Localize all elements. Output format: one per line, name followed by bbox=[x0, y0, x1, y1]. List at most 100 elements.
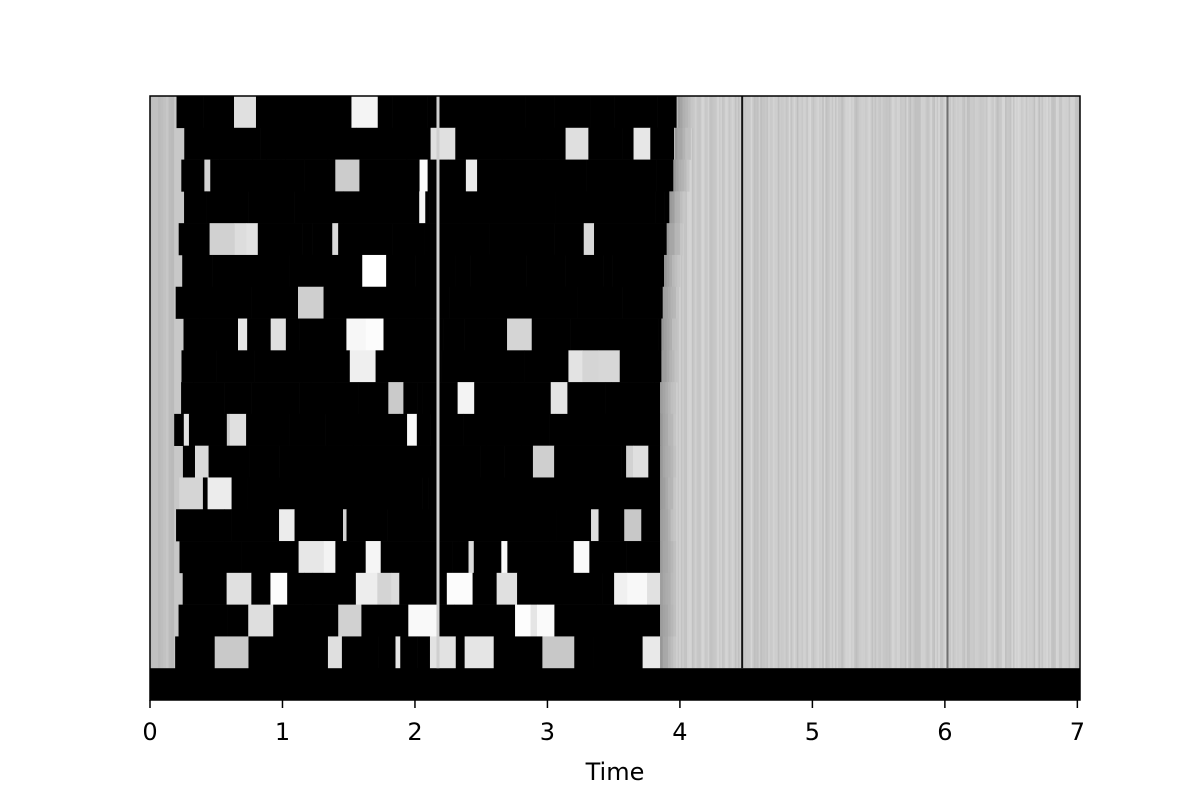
heatmap-cell bbox=[833, 96, 836, 669]
heatmap-cell bbox=[406, 127, 431, 160]
heatmap-cell bbox=[819, 96, 821, 669]
heatmap-cell bbox=[879, 96, 882, 669]
heatmap-cell bbox=[1065, 96, 1068, 669]
heatmap-cell bbox=[1046, 96, 1049, 669]
heatmap-cell bbox=[255, 572, 264, 605]
heatmap-cell bbox=[667, 445, 671, 478]
heatmap-cell bbox=[525, 413, 550, 446]
heatmap-cell bbox=[216, 350, 255, 383]
heatmap-cell bbox=[477, 159, 503, 192]
heatmap-cell bbox=[349, 350, 376, 383]
heatmap-cell bbox=[670, 445, 674, 478]
heatmap-cell bbox=[688, 96, 691, 669]
heatmap-cell bbox=[768, 96, 771, 669]
heatmap-cell bbox=[338, 604, 362, 637]
heatmap-cell bbox=[857, 96, 860, 669]
heatmap-cell bbox=[202, 541, 242, 574]
heatmap-cell bbox=[947, 96, 950, 669]
heatmap-cell bbox=[263, 572, 271, 605]
heatmap-cell bbox=[825, 96, 828, 669]
heatmap-cell bbox=[670, 572, 674, 605]
heatmap-cell bbox=[683, 159, 687, 192]
heatmap-cell bbox=[667, 286, 671, 319]
heatmap-cell bbox=[499, 509, 524, 542]
heatmap-cell bbox=[294, 509, 317, 542]
x-axis-label: Time bbox=[585, 758, 645, 786]
heatmap-cell bbox=[685, 127, 689, 160]
heatmap-cell bbox=[403, 382, 412, 415]
heatmap-cell bbox=[355, 127, 407, 160]
heatmap-cell bbox=[676, 96, 678, 129]
heatmap-cell bbox=[1073, 96, 1076, 669]
heatmap-cell bbox=[430, 127, 456, 160]
heatmap-cell bbox=[955, 96, 958, 669]
heatmap-cell bbox=[480, 445, 505, 478]
heatmap-cell bbox=[737, 96, 740, 669]
heatmap-cell bbox=[670, 477, 674, 510]
heatmap-cell bbox=[658, 318, 662, 351]
heatmap-cell bbox=[473, 541, 502, 574]
heatmap-cell bbox=[814, 96, 817, 669]
heatmap-plot-area bbox=[150, 96, 1080, 700]
heatmap-cell bbox=[662, 509, 666, 542]
heatmap-cell bbox=[278, 541, 299, 574]
heatmap-cell bbox=[310, 382, 359, 415]
heatmap-cell bbox=[771, 96, 774, 669]
heatmap-cell bbox=[671, 318, 675, 351]
heatmap-cell bbox=[1022, 96, 1025, 669]
heatmap-cell bbox=[1014, 96, 1017, 669]
heatmap-cell bbox=[1068, 96, 1071, 669]
heatmap-cell bbox=[665, 541, 669, 574]
heatmap-cell bbox=[408, 604, 438, 637]
heatmap-cell bbox=[285, 318, 300, 351]
heatmap-cell bbox=[363, 286, 399, 319]
heatmap-cell bbox=[667, 636, 671, 669]
heatmap-cell bbox=[399, 572, 448, 605]
heatmap-cell bbox=[270, 541, 279, 574]
heatmap-cell bbox=[287, 477, 337, 510]
heatmap-cell bbox=[541, 159, 587, 192]
heatmap-cell bbox=[519, 382, 552, 415]
heatmap-cell bbox=[702, 96, 705, 669]
heatmap-cell bbox=[674, 127, 678, 160]
heatmap-cell bbox=[1063, 96, 1066, 669]
x-tick-label: 6 bbox=[937, 718, 952, 746]
heatmap-cell bbox=[745, 96, 748, 669]
heatmap-cell bbox=[1024, 96, 1026, 669]
heatmap-cell bbox=[665, 477, 669, 510]
heatmap-cell bbox=[671, 223, 675, 256]
heatmap-cell bbox=[268, 445, 280, 478]
heatmap-cell bbox=[238, 318, 248, 351]
heatmap-cell bbox=[653, 413, 661, 446]
heatmap-cell bbox=[561, 572, 603, 605]
heatmap-vertical-line bbox=[436, 96, 440, 669]
heatmap-cell bbox=[299, 382, 312, 415]
heatmap-cell bbox=[790, 96, 793, 669]
heatmap-cell bbox=[679, 127, 683, 160]
heatmap-cell bbox=[822, 96, 825, 669]
heatmap-cell bbox=[257, 254, 273, 288]
heatmap-cell bbox=[605, 382, 612, 415]
heatmap-cell bbox=[660, 382, 663, 415]
heatmap-cell bbox=[674, 127, 675, 160]
heatmap-cell bbox=[626, 541, 639, 574]
heatmap-cell bbox=[669, 318, 673, 351]
heatmap-cell bbox=[661, 350, 665, 383]
heatmap-cell bbox=[415, 286, 450, 319]
heatmap-cell bbox=[806, 96, 809, 669]
heatmap-cell bbox=[554, 223, 585, 256]
heatmap-cell bbox=[246, 413, 290, 446]
heatmap-cell bbox=[925, 96, 928, 669]
heatmap-cell bbox=[881, 96, 883, 669]
heatmap-cell bbox=[287, 572, 305, 605]
heatmap-cell bbox=[734, 96, 737, 669]
heatmap-cell bbox=[826, 96, 829, 669]
heatmap-cell bbox=[266, 159, 282, 192]
heatmap-cell bbox=[995, 96, 998, 669]
heatmap-cell bbox=[665, 572, 669, 605]
heatmap-cell bbox=[271, 254, 290, 288]
heatmap-cell bbox=[554, 96, 591, 129]
heatmap-cell bbox=[673, 445, 677, 478]
heatmap-cell bbox=[1035, 96, 1038, 669]
heatmap-cell bbox=[435, 254, 456, 288]
